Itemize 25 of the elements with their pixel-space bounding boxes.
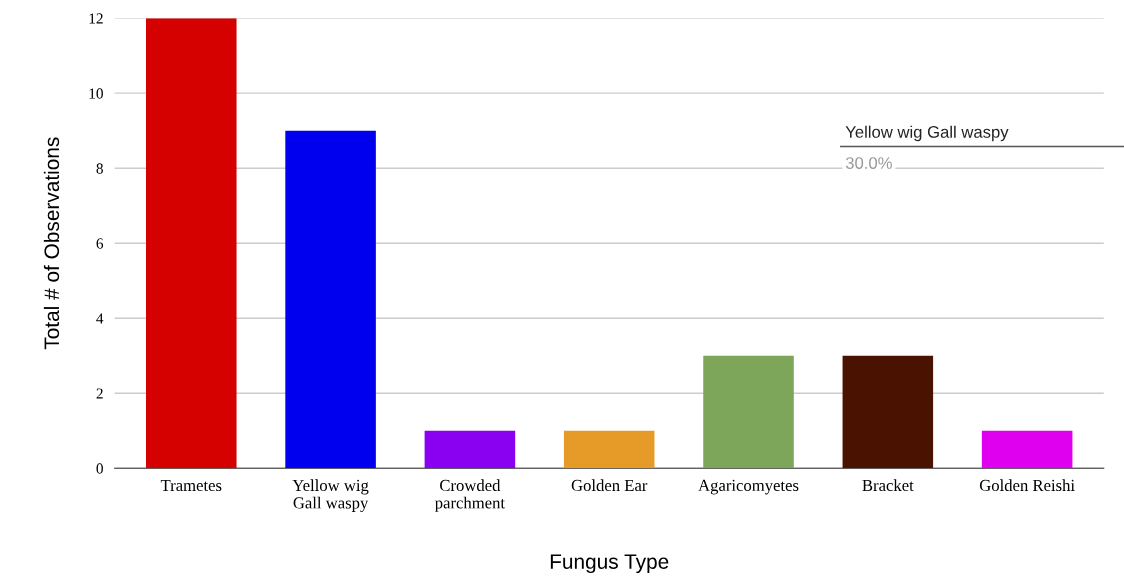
x-tick-label: Golden Ear <box>571 479 648 492</box>
y-tick-label: 12 <box>89 13 103 24</box>
x-axis-title: Fungus Type <box>550 554 669 574</box>
y-tick-label: 8 <box>96 163 103 174</box>
bar <box>285 130 376 469</box>
bar <box>145 18 237 469</box>
x-tick-label: Golden Reishi <box>979 479 1075 492</box>
bar <box>563 430 655 469</box>
y-tick-label: 0 <box>96 463 103 474</box>
x-tick-label: Crowded parchment <box>434 479 505 512</box>
bar <box>703 355 794 469</box>
x-tick-label: Yellow wig Gall waspy <box>292 479 369 512</box>
bar <box>424 430 516 469</box>
y-tick-label: 4 <box>96 313 104 324</box>
y-tick-label: 10 <box>89 88 103 99</box>
annotation: 30.0% <box>845 157 892 169</box>
annotation: Yellow wig Gall waspy <box>845 125 1009 142</box>
y-tick-label: 2 <box>96 388 103 399</box>
bar <box>842 355 934 469</box>
y-tick-label: 6 <box>96 238 104 249</box>
x-tick-label: Bracket <box>862 479 914 492</box>
x-tick-label: Trametes <box>160 479 222 492</box>
bar <box>981 430 1073 469</box>
x-tick-label: Agaricomyetes <box>698 479 799 495</box>
y-axis-title: Total # of Observations <box>43 137 60 350</box>
